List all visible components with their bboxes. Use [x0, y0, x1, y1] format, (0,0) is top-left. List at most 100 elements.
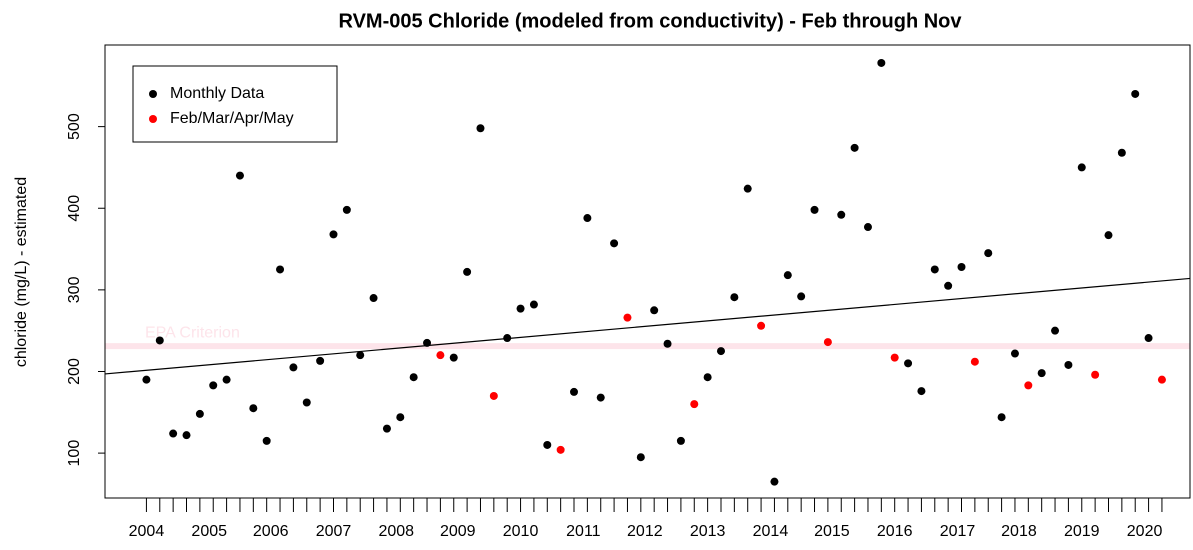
point: [262, 436, 271, 445]
x-tick-label: 2013: [690, 523, 726, 540]
point: [1024, 381, 1033, 390]
point: [930, 265, 939, 274]
legend-marker: [149, 115, 157, 123]
y-tick-label: 300: [66, 276, 83, 303]
plot-frame: [104, 44, 1191, 499]
point: [1010, 349, 1019, 358]
point: [1131, 89, 1140, 98]
point: [382, 424, 391, 433]
point: [449, 353, 458, 362]
chart-title: RVM-005 Chloride (modeled from conductiv…: [339, 10, 963, 32]
point: [1117, 148, 1126, 157]
x-tick-label: 2004: [129, 523, 165, 540]
point: [730, 293, 739, 302]
point: [556, 445, 565, 454]
x-tick-label: 2009: [440, 523, 476, 540]
point: [863, 223, 872, 232]
point: [316, 356, 325, 365]
point: [890, 353, 899, 362]
point: [249, 404, 258, 413]
x-tick-label: 2016: [877, 523, 913, 540]
point: [543, 440, 552, 449]
point: [610, 239, 619, 248]
point: [904, 359, 913, 368]
y-tick-label: 400: [66, 195, 83, 222]
point: [783, 271, 792, 280]
x-tick-label: 2017: [940, 523, 976, 540]
point: [476, 124, 485, 133]
x-tick-label: 2011: [566, 523, 601, 540]
point: [169, 429, 178, 438]
point: [329, 230, 338, 239]
point: [195, 409, 204, 418]
x-tick-label: 2019: [1064, 523, 1100, 540]
trend-line: [104, 277, 1191, 375]
y-tick-label: 100: [66, 440, 83, 467]
legend-label: Feb/Mar/Apr/May: [170, 110, 294, 127]
point: [970, 357, 979, 366]
point: [984, 249, 993, 258]
point: [436, 351, 445, 360]
point: [489, 391, 498, 400]
y-axis-label: chloride (mg/L) - estimated: [13, 177, 30, 367]
point: [823, 338, 832, 347]
point: [209, 381, 218, 390]
point: [1091, 370, 1100, 379]
point: [570, 387, 579, 396]
point: [529, 300, 538, 309]
point: [743, 184, 752, 193]
point: [917, 387, 926, 396]
point: [623, 313, 632, 322]
x-tick-label: 2007: [316, 523, 352, 540]
x-tick-label: 2018: [1001, 523, 1037, 540]
point: [636, 453, 645, 462]
epa-criterion-label: EPA Criterion: [145, 324, 240, 341]
point: [944, 281, 953, 290]
point: [837, 210, 846, 219]
point: [663, 339, 672, 348]
point: [342, 205, 351, 214]
point: [155, 336, 164, 345]
legend-box: [132, 65, 338, 143]
point: [877, 58, 886, 67]
point: [583, 214, 592, 223]
point: [1077, 163, 1086, 172]
point: [690, 400, 699, 409]
point: [997, 413, 1006, 422]
point: [770, 477, 779, 486]
point: [716, 347, 725, 356]
point: [957, 263, 966, 272]
point: [516, 304, 525, 313]
point: [797, 292, 806, 301]
y-tick-label: 200: [66, 358, 83, 385]
point: [235, 171, 244, 180]
x-tick-label: 2008: [378, 523, 414, 540]
point: [423, 338, 432, 347]
legend-marker: [149, 90, 157, 98]
point: [676, 436, 685, 445]
x-tick-label: 2020: [1127, 523, 1163, 540]
point: [1037, 369, 1046, 378]
x-tick-label: 2015: [814, 523, 850, 540]
point: [289, 363, 298, 372]
point: [1051, 326, 1060, 335]
point: [1064, 360, 1073, 369]
point: [369, 294, 378, 303]
point: [650, 306, 659, 315]
point: [850, 143, 859, 152]
x-tick-label: 2006: [253, 523, 289, 540]
x-tick-label: 2010: [503, 523, 539, 540]
x-tick-label: 2012: [627, 523, 663, 540]
point: [1157, 375, 1166, 384]
x-tick-label: 2014: [753, 523, 789, 540]
point: [1144, 334, 1153, 343]
point: [142, 375, 151, 384]
y-tick-label: 500: [66, 113, 83, 140]
point: [1104, 231, 1113, 240]
point: [703, 373, 712, 382]
point: [757, 321, 766, 330]
point: [596, 393, 605, 402]
point: [276, 265, 285, 274]
x-tick-label: 2005: [191, 523, 227, 540]
